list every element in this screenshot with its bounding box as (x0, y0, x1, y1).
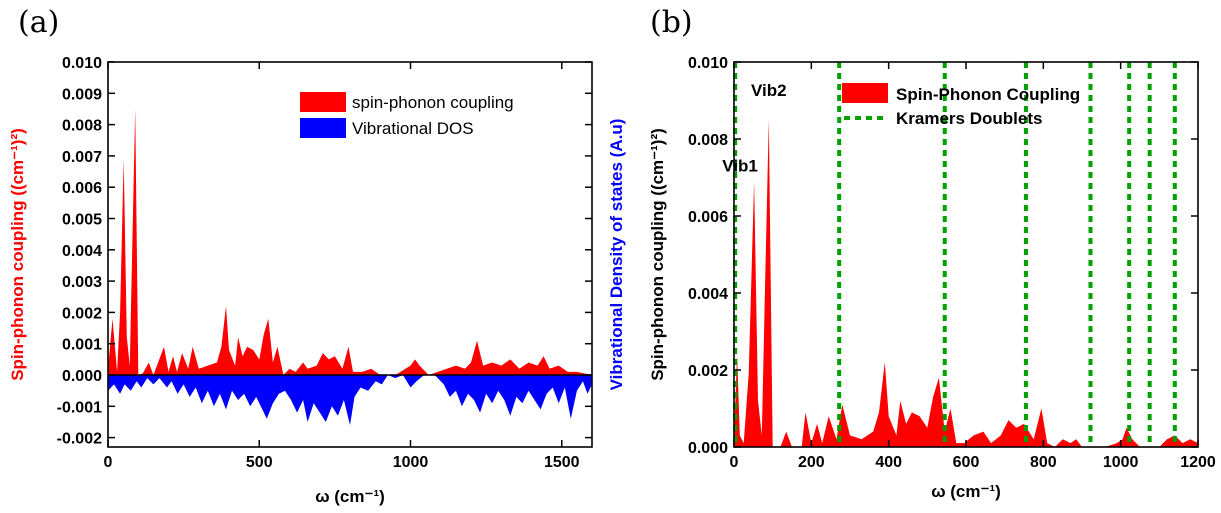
plot-frame (107, 61, 593, 448)
y-tick-label: 0.002 (688, 363, 728, 380)
legend-label-spin: spin-phonon coupling (352, 93, 514, 112)
y-tick-label: 0.008 (62, 118, 102, 135)
x-tick-label: 200 (798, 454, 825, 471)
series-area-spin-phonon (108, 109, 592, 376)
x-tick-label: 1000 (1103, 454, 1139, 471)
chart-b-legend: Spin-Phonon Coupling Kramers Doublets (842, 83, 1080, 128)
legend-swatch-spin (842, 83, 888, 103)
y-tick-label: 0.004 (62, 243, 102, 260)
x-tick-label: 1000 (393, 454, 429, 471)
y-tick-label: 0.009 (62, 86, 102, 103)
legend-swatch-dos (300, 118, 346, 138)
chart-a-ylabel-right: Vibrational Density of states (A.u) (607, 119, 626, 391)
y-tick-label: 0.007 (62, 149, 102, 166)
x-tick-label: 0 (730, 454, 739, 471)
y-tick-label: 0.000 (688, 440, 728, 457)
x-tick-label: 400 (875, 454, 902, 471)
legend-label-dos: Vibrational DOS (352, 119, 474, 138)
y-tick-label: 0.005 (62, 212, 102, 229)
chart-a-axes: 0 500 1000 1500 -0.002 -0.001 0.000 0.001 0.002 0… (57, 55, 593, 471)
chart-a-plot-area (108, 109, 592, 426)
x-tick-label: 0 (104, 454, 113, 471)
chart-a-legend: spin-phonon coupling Vibrational DOS (300, 92, 514, 138)
chart-b-xlabel: ω (cm⁻¹) (931, 482, 1001, 501)
panel-label-a: (a) (18, 5, 59, 40)
chart-a: 0 500 1000 1500 -0.002 -0.001 0.000 0.001 0.002 0… (8, 55, 626, 506)
legend-label-kramers: Kramers Doublets (896, 109, 1042, 128)
chart-b-ylabel: Spin-phonon coupling ((cm⁻¹)²) (648, 128, 667, 381)
y-tick-label: 0.006 (688, 209, 728, 226)
y-tick-label: -0.001 (57, 399, 102, 416)
legend-swatch-spin (300, 92, 346, 112)
y-tick-label: 0.010 (688, 55, 728, 72)
legend-label-spin: Spin-Phonon Coupling (896, 85, 1080, 104)
x-tick-label: 600 (953, 454, 980, 471)
annotation-vib1: Vib1 (722, 156, 758, 175)
y-tick-label: 0.001 (62, 337, 102, 354)
y-tick-label: 0.008 (688, 132, 728, 149)
chart-b: 0 200 400 600 800 1000 1200 0.000 0.002 0.004 0.00… (648, 55, 1216, 501)
annotation-vib2: Vib2 (751, 81, 787, 100)
x-tick-label: 800 (1030, 454, 1057, 471)
y-tick-label: -0.002 (57, 431, 102, 448)
y-tick-label: 0.003 (62, 274, 102, 291)
chart-a-ylabel: Spin-phonon coupling ((cm⁻¹)²) (8, 128, 27, 381)
y-tick-label: 0.010 (62, 55, 102, 72)
y-tick-label: 0.000 (62, 368, 102, 385)
y-tick-label: 0.004 (688, 286, 728, 303)
chart-b-axes: 0 200 400 600 800 1000 1200 0.000 0.002 0.004 0.00… (688, 55, 1216, 471)
x-tick-label: 1500 (544, 454, 580, 471)
series-area-vibrational-dos (108, 375, 592, 426)
y-tick-label: 0.002 (62, 305, 102, 322)
x-tick-label: 500 (246, 454, 273, 471)
chart-a-xlabel: ω (cm⁻¹) (315, 487, 385, 506)
x-tick-label: 1200 (1180, 454, 1216, 471)
panel-label-b: (b) (650, 5, 693, 40)
chart-b-plot-area (733, 62, 1198, 447)
y-tick-label: 0.006 (62, 180, 102, 197)
